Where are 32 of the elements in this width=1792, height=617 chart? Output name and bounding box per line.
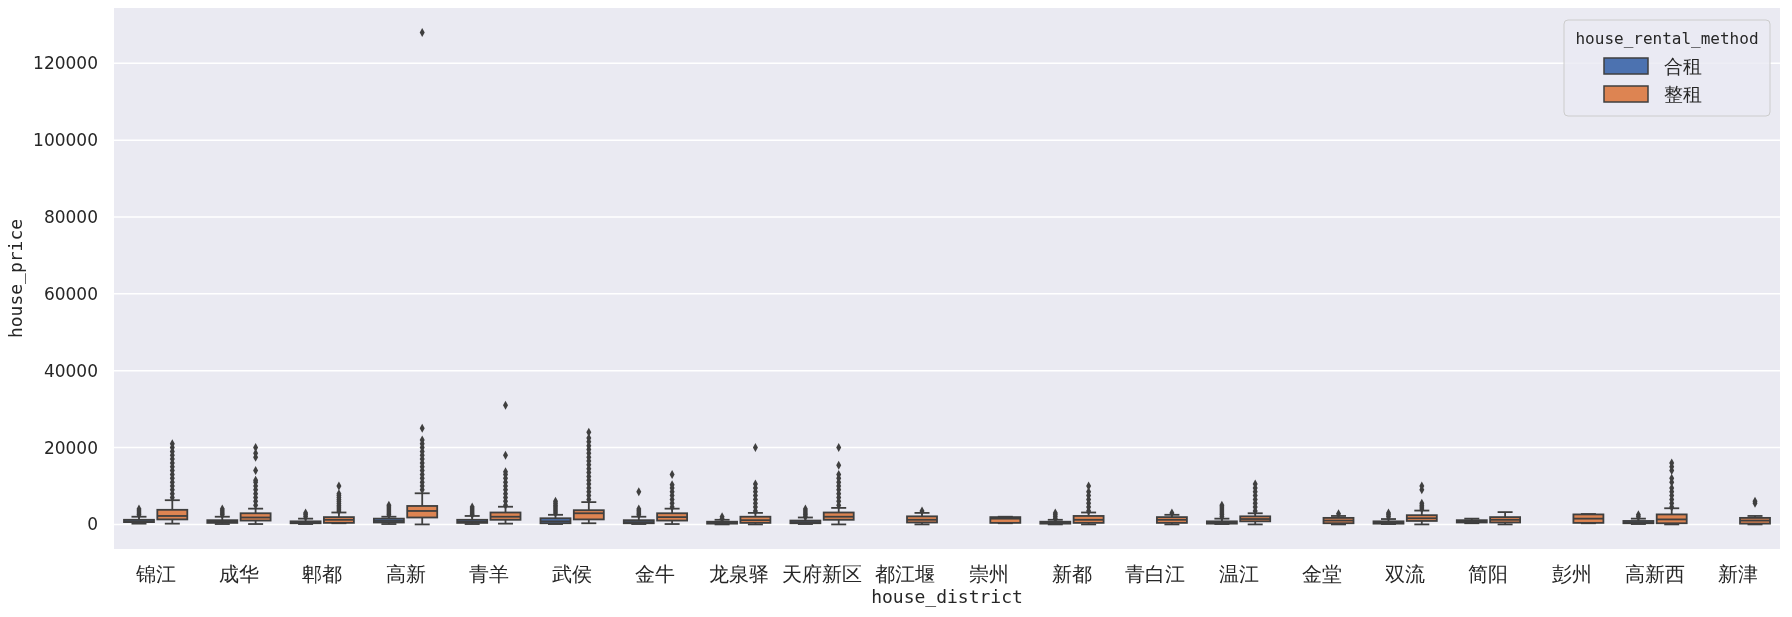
legend-label: 整租 (1664, 83, 1702, 105)
y-tick-label: 80000 (43, 207, 98, 228)
x-tick-label: 天府新区 (782, 562, 863, 586)
y-tick-label: 0 (87, 514, 98, 535)
x-tick-label: 龙泉驿 (708, 562, 769, 586)
x-tick-label: 青白江 (1125, 562, 1186, 586)
x-tick-label: 金堂 (1301, 562, 1342, 586)
y-tick-label: 100000 (33, 130, 98, 151)
x-tick-label: 彭州 (1551, 562, 1592, 586)
x-tick-label: 锦江 (134, 562, 176, 586)
legend-label: 合租 (1664, 55, 1702, 77)
x-axis-title: house_district (871, 586, 1023, 607)
x-tick-label: 武侯 (552, 562, 593, 586)
y-tick-label: 20000 (43, 437, 98, 458)
x-tick-label: 新津 (1718, 562, 1759, 586)
x-tick-label: 金牛 (635, 562, 676, 586)
y-tick-label: 40000 (43, 360, 98, 381)
x-tick-label: 都江堰 (875, 562, 936, 586)
x-tick-label: 双流 (1385, 562, 1426, 586)
x-tick-label: 郫都 (302, 562, 343, 586)
y-tick-label: 120000 (33, 53, 98, 74)
x-tick-label: 温江 (1218, 562, 1259, 586)
x-tick-label: 简阳 (1468, 562, 1509, 586)
x-tick-label: 青羊 (468, 562, 509, 586)
x-tick-label: 成华 (218, 562, 259, 586)
y-tick-label: 60000 (43, 283, 98, 304)
x-tick-label: 崇州 (968, 562, 1009, 586)
x-tick-label: 新都 (1051, 562, 1092, 586)
legend-title: house_rental_method (1575, 29, 1759, 48)
x-tick-label: 高新西 (1625, 562, 1686, 586)
y-axis-title: house_price (5, 218, 26, 339)
x-tick-label: 高新 (385, 562, 426, 586)
